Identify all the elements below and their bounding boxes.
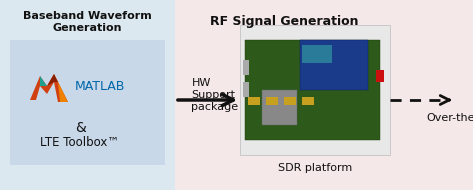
Text: LTE Toolbox™: LTE Toolbox™ [40,136,120,150]
Text: HW
Support
package: HW Support package [192,78,238,112]
FancyBboxPatch shape [266,97,278,105]
FancyBboxPatch shape [302,45,332,63]
FancyBboxPatch shape [302,97,314,105]
Polygon shape [47,74,58,86]
FancyBboxPatch shape [0,0,175,190]
FancyBboxPatch shape [243,82,249,97]
FancyBboxPatch shape [300,40,368,90]
FancyBboxPatch shape [243,60,249,75]
Text: MATLAB: MATLAB [75,79,125,93]
Polygon shape [30,74,68,102]
Polygon shape [40,76,47,86]
FancyBboxPatch shape [175,0,473,190]
Text: Baseband Waveform
Generation: Baseband Waveform Generation [23,11,151,33]
Text: SDR platform: SDR platform [278,163,352,173]
FancyBboxPatch shape [10,40,165,165]
FancyBboxPatch shape [284,97,296,105]
Polygon shape [54,74,68,102]
FancyBboxPatch shape [262,90,297,125]
Text: RF Signal Generation: RF Signal Generation [210,16,359,28]
FancyBboxPatch shape [248,97,260,105]
FancyBboxPatch shape [240,25,390,155]
Text: Over-the-Air: Over-the-Air [426,113,473,123]
FancyBboxPatch shape [245,40,380,140]
Text: &: & [75,121,85,135]
FancyBboxPatch shape [376,70,384,82]
